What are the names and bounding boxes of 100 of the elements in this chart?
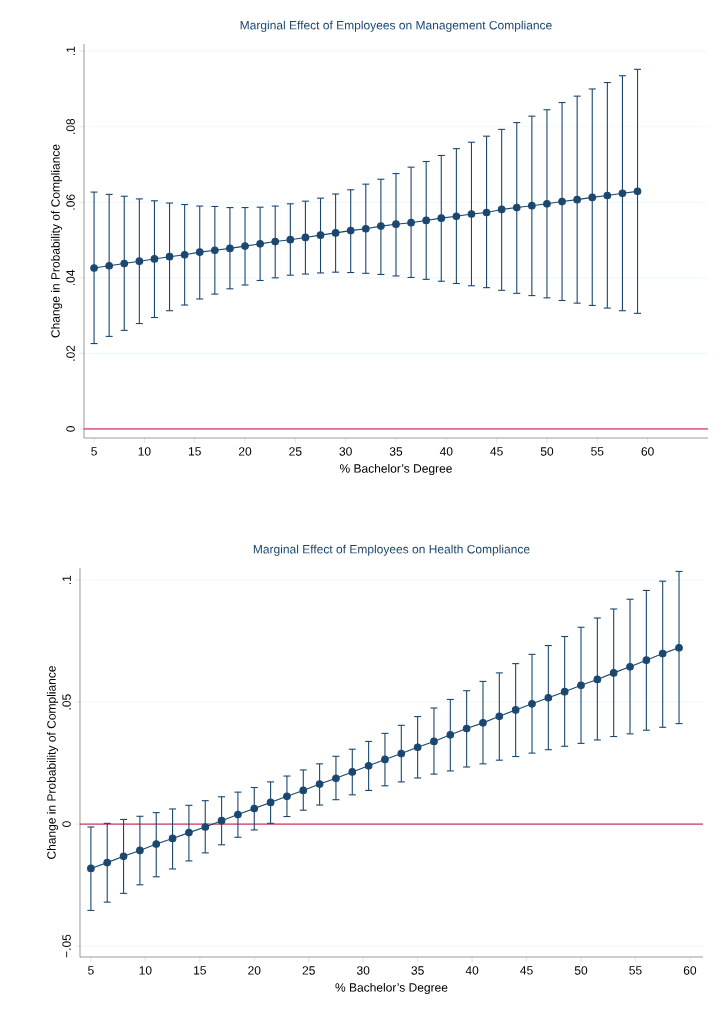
point bbox=[210, 246, 219, 255]
point bbox=[299, 786, 308, 795]
point bbox=[609, 669, 618, 677]
point bbox=[381, 755, 389, 764]
y-tick-label: .1 bbox=[62, 575, 71, 585]
point bbox=[633, 187, 642, 196]
point bbox=[437, 214, 446, 223]
y-tick-label: .04 bbox=[66, 269, 75, 286]
point bbox=[422, 216, 431, 225]
point bbox=[543, 199, 551, 208]
y-axis-title: Change in Probability of Compliance bbox=[46, 666, 59, 859]
x-tick-label: 5 bbox=[88, 966, 94, 975]
point bbox=[658, 649, 667, 658]
x-tick-label: 50 bbox=[540, 447, 554, 456]
x-tick-label: 20 bbox=[238, 447, 252, 456]
x-tick-label: 30 bbox=[356, 966, 370, 975]
x-tick-label: 20 bbox=[248, 966, 261, 975]
point bbox=[119, 852, 128, 861]
x-tick-label: 55 bbox=[591, 447, 604, 456]
point bbox=[603, 191, 612, 200]
point bbox=[593, 675, 602, 684]
point bbox=[217, 816, 226, 825]
y-tick-label: .08 bbox=[66, 118, 75, 134]
y-tick-label: 0 bbox=[62, 821, 71, 827]
x-tick-label: 30 bbox=[339, 447, 352, 456]
x-tick-label: 15 bbox=[194, 966, 206, 975]
y-tick-label: .06 bbox=[66, 194, 75, 210]
point bbox=[467, 210, 476, 218]
x-tick-label: 10 bbox=[139, 966, 152, 975]
point bbox=[618, 189, 627, 198]
point bbox=[150, 255, 159, 263]
x-tick-label: 45 bbox=[490, 447, 503, 456]
point bbox=[528, 700, 536, 708]
point bbox=[462, 724, 471, 733]
point bbox=[577, 681, 585, 690]
point bbox=[497, 205, 506, 214]
point bbox=[105, 261, 114, 270]
point bbox=[560, 687, 569, 696]
x-tick-label: 10 bbox=[138, 447, 151, 456]
point bbox=[168, 834, 177, 843]
point bbox=[364, 761, 373, 770]
x-axis-title: % Bachelor’s Degree bbox=[339, 463, 452, 476]
y-tick-label: .02 bbox=[66, 345, 75, 361]
point bbox=[377, 222, 385, 230]
point bbox=[452, 212, 461, 221]
point bbox=[675, 643, 683, 652]
point bbox=[361, 224, 370, 233]
point bbox=[346, 226, 355, 235]
point bbox=[544, 693, 553, 702]
point bbox=[407, 218, 415, 227]
x-tick-label: 60 bbox=[641, 447, 654, 456]
point bbox=[512, 203, 521, 212]
point bbox=[392, 220, 400, 229]
point bbox=[588, 193, 597, 202]
x-tick-label: 35 bbox=[389, 447, 403, 456]
point bbox=[195, 248, 204, 257]
point bbox=[511, 706, 520, 714]
x-tick-label: 25 bbox=[302, 966, 315, 975]
x-tick-label: 5 bbox=[91, 447, 97, 456]
point bbox=[642, 656, 651, 665]
point bbox=[120, 259, 129, 268]
point bbox=[180, 250, 189, 259]
x-tick-label: 40 bbox=[439, 447, 453, 456]
point bbox=[397, 749, 406, 758]
point bbox=[201, 823, 210, 831]
x-tick-label: 40 bbox=[465, 966, 479, 975]
point bbox=[136, 846, 144, 855]
point bbox=[185, 828, 193, 837]
point bbox=[316, 231, 325, 239]
point bbox=[495, 712, 504, 721]
point bbox=[103, 858, 112, 867]
point bbox=[430, 737, 438, 746]
point bbox=[241, 242, 249, 250]
x-tick-label: 25 bbox=[289, 447, 302, 456]
x-tick-label: 45 bbox=[520, 966, 533, 975]
point bbox=[573, 195, 581, 204]
point bbox=[446, 730, 455, 739]
x-axis-title: % Bachelor’s Degree bbox=[335, 982, 448, 995]
y-axis-title: Change in Probability of Compliance bbox=[50, 144, 63, 338]
point bbox=[482, 208, 491, 217]
point bbox=[250, 804, 259, 813]
y-tick-label: .05 bbox=[62, 694, 71, 710]
y-tick-label: −.05 bbox=[62, 934, 71, 958]
chart-title: Marginal Effect of Employees on Health Compliance bbox=[253, 544, 530, 556]
point bbox=[528, 201, 536, 210]
x-tick-label: 60 bbox=[683, 966, 697, 975]
point bbox=[332, 774, 340, 783]
point bbox=[266, 798, 275, 807]
point bbox=[479, 719, 487, 727]
x-tick-label: 50 bbox=[574, 966, 588, 975]
point bbox=[626, 662, 634, 671]
point bbox=[348, 768, 357, 776]
point bbox=[286, 235, 295, 244]
point bbox=[283, 792, 291, 801]
x-tick-label: 55 bbox=[629, 966, 642, 975]
point bbox=[331, 229, 340, 237]
point bbox=[256, 239, 264, 248]
y-tick-label: .1 bbox=[66, 46, 75, 56]
point bbox=[558, 197, 566, 206]
point bbox=[165, 252, 174, 261]
